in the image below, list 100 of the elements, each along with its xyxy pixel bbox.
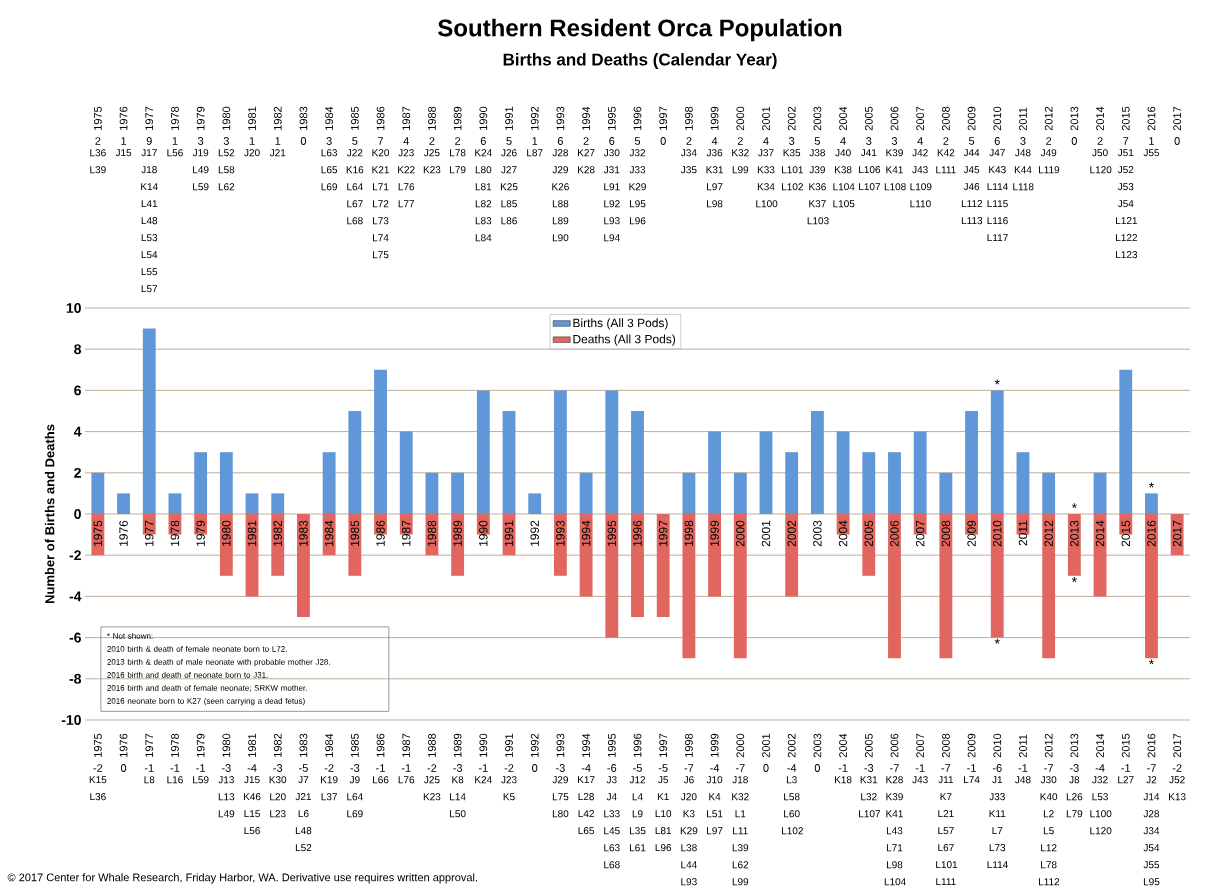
- category-label: 1999: [710, 520, 719, 546]
- legend-label: Births (All 3 Pods): [573, 318, 668, 330]
- text: K17 L28 L42 L65: [578, 776, 595, 835]
- bar: [168, 493, 182, 514]
- text: L87: [527, 149, 543, 157]
- bar: [1067, 513, 1081, 576]
- data-label: 2: [1046, 137, 1052, 145]
- category-label: 2013: [1070, 520, 1079, 547]
- text: J25 K23: [423, 149, 441, 174]
- data-label: -1: [967, 764, 976, 772]
- data-label: 6: [994, 137, 1000, 145]
- bar: [502, 410, 516, 514]
- y-tick-label: -4: [69, 591, 82, 602]
- category-label: 2010: [993, 106, 1002, 131]
- chart-subtitle: Births and Deaths (Calendar Year): [503, 53, 777, 69]
- data-label: 5: [814, 137, 820, 145]
- x-tick-label: 2015: [1121, 733, 1130, 758]
- data-label: 2: [737, 137, 743, 145]
- category-label: 2015: [1121, 106, 1130, 131]
- annotation: 2013 birth & death of male neonate with probable mother J28.: [107, 658, 330, 667]
- category-label: 1993: [556, 106, 565, 130]
- bar: [631, 513, 644, 617]
- category-label: 2017: [1172, 520, 1182, 547]
- category-label: 1996: [633, 520, 642, 546]
- category-label: 2008: [941, 520, 951, 547]
- bar: [579, 513, 593, 597]
- annotation: *: [994, 379, 1000, 385]
- data-label: 6: [557, 137, 563, 145]
- y-tick-label: 4: [73, 426, 82, 437]
- text: J12 L4 L9 L35 L61: [629, 776, 646, 852]
- x-tick-label: 1979: [196, 733, 205, 757]
- category-label: 2000: [736, 520, 745, 547]
- text: J47 K43 L114 L115 L116 L117: [987, 149, 1008, 242]
- x-tick-label: 2001: [762, 733, 770, 758]
- text: L56: [167, 149, 183, 157]
- text: J37 K33 K34 L100: [756, 149, 778, 208]
- data-label: 4: [917, 137, 923, 145]
- category-label: 1993: [556, 520, 565, 546]
- x-tick-label: 2012: [1044, 733, 1053, 758]
- category-label: 2005: [864, 106, 873, 131]
- x-tick-label: 1978: [171, 733, 179, 757]
- x-tick-label: 1982: [273, 733, 282, 757]
- text: J23 K5: [501, 776, 517, 801]
- text: J51 J52 J53 J54 L121 L122 L123: [1116, 149, 1138, 259]
- data-label: -1: [838, 764, 848, 772]
- category-label: 2007: [915, 520, 925, 547]
- category-label: 1980: [222, 106, 231, 130]
- text: J15 K46 L15 L56: [243, 776, 261, 835]
- category-label: 2001: [762, 106, 770, 131]
- text: J52 K13: [1169, 776, 1186, 801]
- bar: [271, 513, 285, 576]
- y-tick-label: 0: [74, 509, 81, 519]
- y-tick-label: -10: [61, 715, 81, 725]
- x-tick-label: 1990: [479, 733, 488, 757]
- text: L16: [167, 776, 183, 784]
- data-label: -7: [1044, 764, 1053, 772]
- category-label: 1997: [659, 106, 668, 130]
- data-label: 9: [146, 137, 152, 145]
- text: K42 L111: [936, 149, 956, 174]
- x-tick-label: 2002: [787, 733, 796, 758]
- data-label: 2: [1097, 137, 1103, 145]
- text: L78 L79: [450, 149, 466, 174]
- text: K18: [835, 776, 852, 784]
- bar: [219, 513, 233, 576]
- x-tick-label: 2008: [941, 733, 950, 758]
- category-label: 1986: [376, 520, 385, 546]
- data-label: -2: [93, 764, 103, 772]
- text: L76: [398, 776, 415, 784]
- bar: [142, 328, 156, 514]
- category-label: 1998: [685, 106, 693, 130]
- data-label: 2: [686, 137, 692, 145]
- bar: [553, 513, 567, 576]
- x-tick-label: 1988: [428, 733, 436, 757]
- data-label: 6: [609, 137, 615, 145]
- data-label: 2: [95, 137, 101, 145]
- data-label: 0: [1174, 137, 1180, 145]
- data-label: 0: [120, 764, 127, 772]
- category-label: 1978: [171, 106, 179, 130]
- text: J1 J33 K11 L7 L73 L114: [987, 776, 1008, 869]
- category-label: 1979: [196, 520, 205, 546]
- data-label: 5: [968, 137, 975, 145]
- bar: [990, 390, 1004, 514]
- text: K20 K21 L71 L72 L73 L74 L75: [372, 149, 390, 259]
- category-label: 1977: [145, 106, 154, 130]
- bar: [990, 513, 1004, 638]
- text: J41 L106 L107: [859, 149, 881, 191]
- x-tick-label: 2010: [993, 733, 1002, 758]
- bar: [271, 493, 285, 514]
- annotation: * Not shown:: [107, 632, 153, 639]
- category-label: 1981: [248, 106, 256, 130]
- x-tick-label: 1976: [119, 733, 128, 757]
- category-label: 1976: [119, 520, 128, 546]
- bar: [888, 513, 901, 659]
- data-label: 4: [711, 137, 718, 145]
- data-label: -1: [915, 764, 925, 772]
- category-label: 2016: [1147, 106, 1156, 131]
- data-label: -7: [684, 764, 694, 772]
- text: J22 K16 L64 L67 L68: [346, 149, 364, 225]
- text: J7 J21 L6 L48 L52: [295, 776, 312, 852]
- x-tick-label: 1981: [248, 733, 256, 757]
